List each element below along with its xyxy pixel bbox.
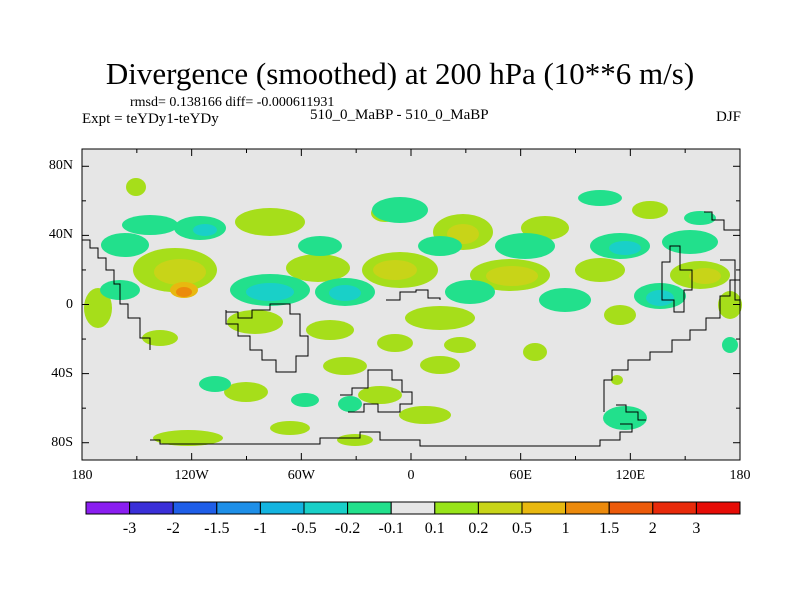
colorbar-label: 1.5 — [599, 520, 620, 537]
x-tick-label: 180 — [729, 468, 751, 483]
colorbar-swatch — [434, 501, 479, 515]
colorbar-label: -0.5 — [291, 520, 317, 537]
colorbar-swatch — [259, 501, 305, 515]
x-tick-label: 60E — [509, 468, 532, 483]
stats-label: rmsd= 0.138166 diff= -0.000611931 — [130, 95, 335, 110]
x-tick-label: 180 — [71, 468, 93, 483]
colorbar-label: 0.1 — [424, 520, 445, 537]
x-tick-label: 0 — [407, 468, 415, 483]
colorbar-swatch — [85, 501, 131, 515]
colorbar-swatch — [347, 501, 392, 515]
colorbar-swatch — [608, 501, 654, 515]
colorbar-label: -1 — [253, 520, 268, 537]
colorbar-label: -3 — [122, 520, 137, 537]
colorbar-swatch — [129, 501, 174, 515]
colorbar-swatch — [652, 501, 697, 515]
colorbar-swatch — [695, 501, 741, 515]
figure-title: Divergence (smoothed) at 200 hPa (10**6 … — [105, 56, 695, 91]
colorbar-label: 0.2 — [468, 520, 489, 537]
colorbar-label: -2 — [166, 520, 180, 537]
colorbar-swatch — [390, 501, 436, 515]
x-tick-label: 120E — [615, 468, 646, 483]
colorbar-swatch — [565, 501, 610, 515]
x-tick-label: 60W — [287, 468, 315, 483]
x-tick-label: 120W — [174, 468, 209, 483]
colorbar — [85, 501, 741, 515]
colorbar-swatch — [303, 501, 349, 515]
y-tick-label: 40S — [51, 365, 73, 381]
colorbar-label: -1.5 — [204, 520, 230, 537]
season-label: DJF — [715, 109, 741, 125]
axis-ticks — [81, 149, 741, 460]
colorbar-swatch — [216, 501, 261, 515]
colorbar-label: 0.5 — [512, 520, 532, 537]
colorbar-label: 3 — [692, 520, 701, 537]
y-tick-label: 80N — [48, 158, 73, 174]
y-tick-label: 40N — [48, 227, 73, 243]
colorbar-label: -0.2 — [334, 520, 361, 537]
y-tick-label: 0 — [66, 296, 73, 312]
colorbar-swatch — [172, 501, 218, 515]
divergence-field — [84, 178, 742, 446]
coastlines — [82, 211, 740, 447]
colorbar-label: 2 — [648, 520, 657, 537]
y-tick-label: 80S — [51, 434, 73, 450]
run-label: 510_0_MaBP - 510_0_MaBP — [310, 107, 489, 123]
colorbar-swatch — [521, 501, 567, 515]
colorbar-label: 1 — [561, 520, 570, 537]
colorbar-label: -0.1 — [378, 520, 404, 537]
experiment-label: Expt = teYDy1-teYDy — [82, 111, 219, 127]
colorbar-swatch — [477, 501, 523, 515]
